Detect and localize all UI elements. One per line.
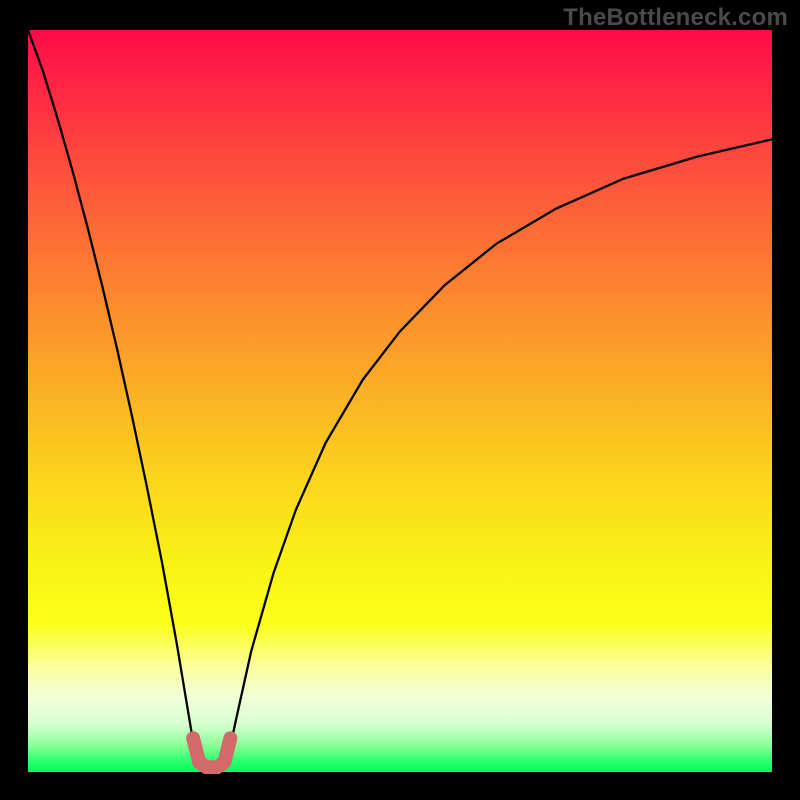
plot-frame (28, 30, 772, 772)
notch-highlight (193, 738, 230, 767)
bottleneck-curve (28, 30, 772, 767)
chart-overlay (28, 30, 772, 774)
chart-root: TheBottleneck.com (0, 0, 800, 800)
watermark-text: TheBottleneck.com (563, 4, 788, 32)
